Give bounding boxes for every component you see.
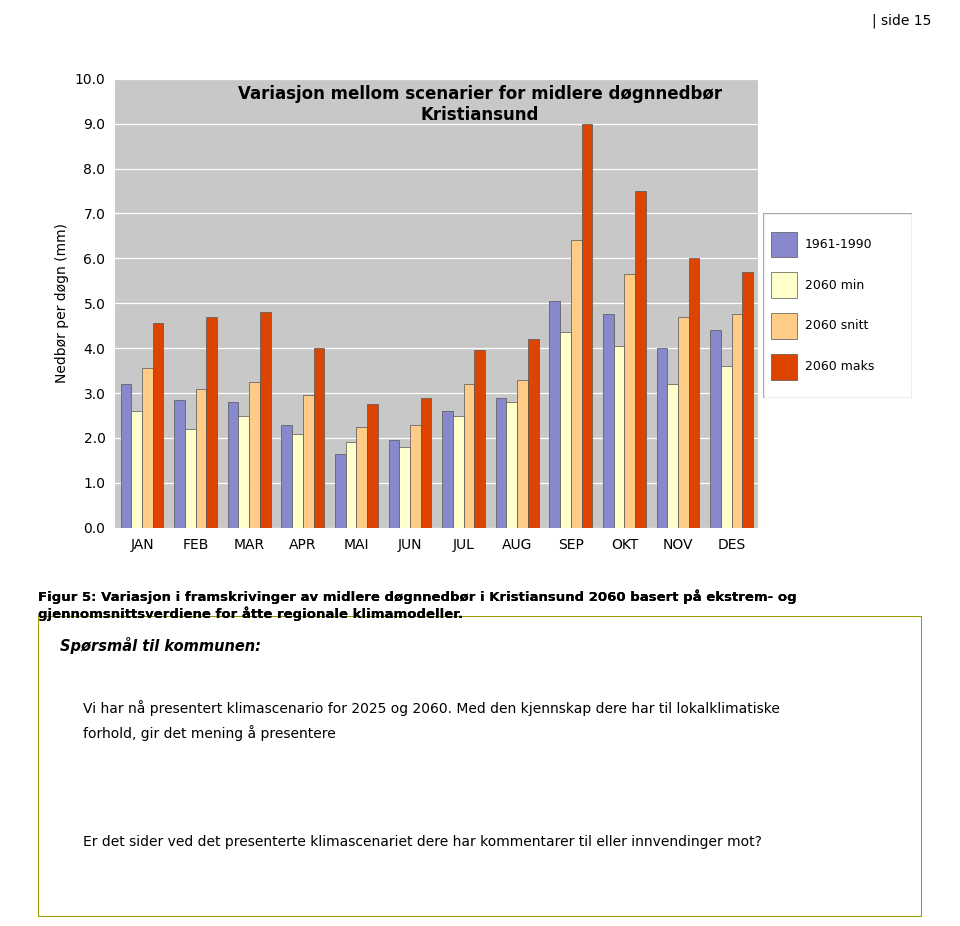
- Text: Er det sider ved det presenterte klimascenariet dere har kommentarer til eller i: Er det sider ved det presenterte klimasc…: [83, 835, 761, 849]
- Bar: [688, 258, 700, 528]
- Bar: [443, 411, 453, 528]
- Bar: [624, 274, 636, 528]
- Bar: [367, 405, 378, 528]
- Bar: [238, 416, 250, 528]
- Bar: [121, 384, 132, 528]
- Text: Variasjon mellom scenarier for midlere døgnnedbør
Kristiansund: Variasjon mellom scenarier for midlere d…: [238, 85, 722, 124]
- Bar: [281, 424, 292, 528]
- Bar: [771, 313, 798, 339]
- Bar: [571, 241, 582, 528]
- Text: | side 15: | side 15: [872, 13, 931, 28]
- Bar: [399, 447, 410, 528]
- Text: Vi har nå presentert klimascenario for 2025 og 2060. Med den kjennskap dere har : Vi har nå presentert klimascenario for 2…: [83, 700, 780, 741]
- Bar: [771, 232, 798, 257]
- Bar: [410, 424, 420, 528]
- Text: 1961-1990: 1961-1990: [804, 238, 873, 251]
- Bar: [174, 400, 185, 528]
- Bar: [560, 332, 571, 528]
- Bar: [335, 454, 346, 528]
- Bar: [582, 123, 592, 528]
- Text: 2060 snitt: 2060 snitt: [804, 319, 868, 332]
- Bar: [206, 317, 217, 528]
- Bar: [153, 323, 163, 528]
- Bar: [474, 350, 485, 528]
- Bar: [771, 272, 798, 298]
- Bar: [314, 348, 324, 528]
- Bar: [528, 339, 539, 528]
- Bar: [260, 312, 271, 528]
- Bar: [742, 272, 753, 528]
- Bar: [356, 427, 367, 528]
- Text: forhold, gir det mening å presentere: forhold, gir det mening å presentere: [83, 780, 340, 795]
- Bar: [302, 395, 314, 528]
- Bar: [495, 397, 507, 528]
- Bar: [185, 429, 196, 528]
- Y-axis label: Nedbør per døgn (mm): Nedbør per døgn (mm): [55, 223, 69, 383]
- Bar: [346, 443, 356, 528]
- Bar: [228, 402, 238, 528]
- Bar: [721, 366, 732, 528]
- Bar: [613, 346, 624, 528]
- Bar: [710, 331, 721, 528]
- Bar: [196, 389, 206, 528]
- Bar: [603, 315, 613, 528]
- Text: VESTLANDSFORSKING: VESTLANDSFORSKING: [19, 11, 262, 30]
- Text: Figur 5: Variasjon i framskrivinger av midlere døgnnedbør i Kristiansund 2060 ba: Figur 5: Variasjon i framskrivinger av m…: [38, 590, 797, 621]
- Text: 2060 min: 2060 min: [804, 279, 864, 292]
- Bar: [732, 315, 742, 528]
- Text: Figur 5: Variasjon i framskrivinger av midlere døgnnedbør i Kristiansund 2060 ba: Figur 5: Variasjon i framskrivinger av m…: [38, 590, 797, 621]
- Bar: [517, 380, 528, 528]
- Bar: [250, 382, 260, 528]
- Bar: [142, 369, 153, 528]
- Bar: [464, 384, 474, 528]
- Bar: [657, 348, 667, 528]
- Bar: [507, 402, 517, 528]
- Bar: [389, 440, 399, 528]
- Bar: [678, 317, 688, 528]
- Bar: [453, 416, 464, 528]
- Text: 2060 maks: 2060 maks: [804, 360, 875, 373]
- Bar: [636, 191, 646, 528]
- Bar: [667, 384, 678, 528]
- Bar: [771, 354, 798, 380]
- Bar: [420, 397, 431, 528]
- Bar: [132, 411, 142, 528]
- Bar: [549, 301, 560, 528]
- Bar: [292, 433, 302, 528]
- Text: Spørsmål til kommunen:: Spørsmål til kommunen:: [60, 637, 261, 654]
